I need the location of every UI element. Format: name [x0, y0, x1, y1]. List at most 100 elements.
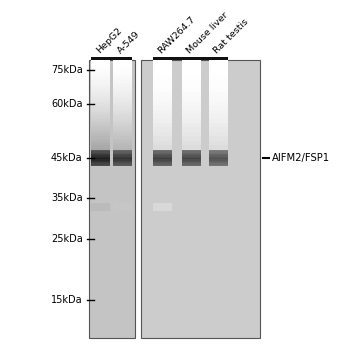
Bar: [209, 96, 228, 100]
Bar: [91, 154, 111, 155]
Bar: [153, 141, 172, 145]
Bar: [113, 141, 132, 143]
Bar: [182, 162, 201, 163]
Bar: [153, 87, 172, 92]
Bar: [91, 165, 111, 166]
Bar: [91, 121, 111, 123]
Bar: [91, 150, 111, 151]
Bar: [209, 114, 228, 119]
Bar: [91, 62, 111, 65]
Text: A-549: A-549: [116, 29, 142, 55]
Bar: [91, 148, 111, 150]
Bar: [153, 151, 172, 153]
Bar: [113, 65, 132, 67]
Bar: [182, 110, 201, 114]
Bar: [153, 123, 172, 127]
Bar: [113, 114, 132, 116]
Bar: [153, 114, 172, 119]
Bar: [209, 141, 228, 145]
Bar: [91, 76, 111, 78]
Bar: [113, 162, 132, 163]
Bar: [113, 119, 132, 121]
Bar: [113, 155, 132, 157]
Bar: [182, 114, 201, 119]
Bar: [209, 162, 228, 163]
Bar: [209, 69, 228, 73]
Bar: [209, 87, 228, 92]
Bar: [113, 130, 132, 132]
Bar: [113, 83, 132, 85]
Bar: [153, 145, 172, 150]
Bar: [182, 100, 201, 105]
Bar: [91, 107, 111, 110]
Bar: [209, 151, 228, 153]
Bar: [91, 141, 111, 143]
Text: 35kDa: 35kDa: [51, 194, 83, 203]
Bar: [182, 163, 201, 165]
Bar: [91, 74, 111, 76]
Bar: [113, 80, 132, 83]
Bar: [153, 132, 172, 136]
Bar: [209, 105, 228, 110]
Bar: [113, 165, 132, 166]
Bar: [182, 155, 201, 157]
Bar: [113, 100, 132, 103]
Bar: [182, 153, 201, 154]
Bar: [91, 98, 111, 100]
Bar: [91, 127, 111, 130]
Bar: [209, 74, 228, 78]
Bar: [209, 158, 228, 159]
Bar: [113, 154, 132, 155]
Bar: [113, 62, 132, 65]
Bar: [153, 83, 172, 87]
Bar: [113, 125, 132, 127]
Bar: [91, 100, 111, 103]
Bar: [113, 161, 132, 162]
Bar: [182, 78, 201, 83]
Bar: [91, 139, 111, 141]
Text: AIFM2/FSP1: AIFM2/FSP1: [272, 153, 331, 163]
Bar: [182, 136, 201, 141]
Bar: [153, 158, 172, 159]
Bar: [153, 57, 228, 60]
Bar: [153, 154, 172, 155]
Bar: [91, 71, 111, 74]
Bar: [91, 157, 111, 158]
Bar: [113, 74, 132, 76]
Bar: [209, 154, 228, 155]
Bar: [209, 83, 228, 87]
Bar: [89, 60, 134, 338]
Bar: [209, 127, 228, 132]
Bar: [113, 157, 132, 158]
Bar: [153, 203, 172, 211]
Bar: [113, 107, 132, 110]
Text: RAW264.7: RAW264.7: [156, 14, 196, 55]
Bar: [182, 161, 201, 162]
Bar: [209, 100, 228, 105]
Bar: [153, 119, 172, 123]
Bar: [91, 112, 111, 114]
Bar: [91, 67, 111, 69]
Bar: [91, 85, 111, 87]
Bar: [153, 153, 172, 154]
Bar: [91, 125, 111, 127]
Bar: [153, 161, 172, 162]
Bar: [113, 150, 132, 151]
Bar: [153, 92, 172, 96]
Bar: [91, 110, 111, 112]
Bar: [153, 96, 172, 100]
Bar: [113, 132, 132, 134]
Bar: [91, 153, 111, 154]
Bar: [91, 203, 111, 211]
Bar: [182, 132, 201, 136]
Bar: [153, 60, 172, 65]
Bar: [91, 57, 132, 60]
Bar: [91, 87, 111, 89]
Bar: [153, 136, 172, 141]
Bar: [91, 96, 111, 98]
Bar: [91, 163, 111, 165]
Bar: [113, 145, 132, 148]
Text: Mouse liver: Mouse liver: [185, 10, 230, 55]
Bar: [209, 145, 228, 150]
Bar: [113, 94, 132, 96]
